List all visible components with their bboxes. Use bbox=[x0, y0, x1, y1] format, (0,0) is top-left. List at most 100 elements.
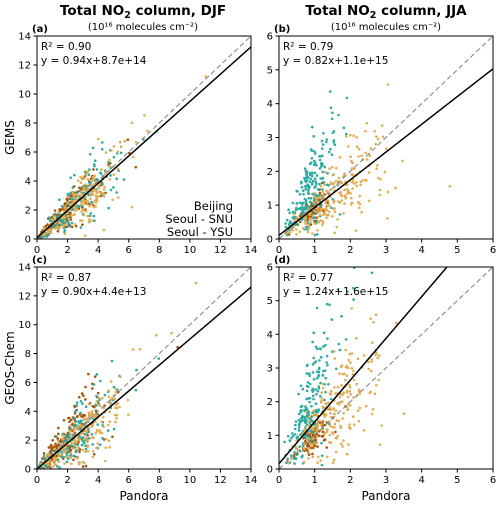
data-point bbox=[118, 140, 122, 144]
data-point bbox=[61, 434, 64, 437]
data-point bbox=[72, 196, 75, 199]
data-point bbox=[348, 390, 352, 393]
data-point bbox=[122, 178, 126, 181]
data-point bbox=[62, 209, 66, 213]
data-point bbox=[298, 422, 301, 426]
data-point bbox=[74, 420, 78, 423]
data-point bbox=[318, 359, 321, 362]
y-tick-label: 0 bbox=[25, 465, 31, 476]
data-point bbox=[320, 463, 324, 467]
data-point bbox=[63, 223, 66, 227]
data-point bbox=[298, 230, 302, 234]
data-point bbox=[314, 438, 318, 442]
data-point bbox=[94, 409, 98, 413]
data-point bbox=[79, 181, 83, 185]
data-point bbox=[73, 223, 77, 226]
data-point bbox=[58, 208, 61, 211]
data-point bbox=[351, 178, 355, 182]
data-point bbox=[81, 465, 85, 468]
data-point bbox=[370, 360, 373, 363]
data-point bbox=[63, 203, 66, 206]
data-point bbox=[327, 184, 331, 187]
y-tick-label: 0 bbox=[267, 465, 273, 476]
fit-line bbox=[279, 267, 448, 465]
data-point bbox=[113, 397, 116, 401]
data-point bbox=[304, 410, 308, 414]
data-point bbox=[352, 378, 356, 382]
data-point bbox=[321, 193, 325, 197]
data-point bbox=[57, 426, 60, 430]
data-point bbox=[309, 148, 313, 151]
data-point bbox=[350, 307, 354, 310]
data-point bbox=[314, 180, 317, 183]
data-point bbox=[321, 220, 325, 223]
data-point bbox=[91, 146, 95, 150]
data-point bbox=[347, 145, 350, 148]
data-point bbox=[347, 358, 351, 362]
data-point bbox=[90, 410, 94, 413]
data-point bbox=[74, 450, 78, 454]
data-point bbox=[321, 374, 325, 377]
data-point bbox=[75, 404, 79, 407]
data-point bbox=[93, 414, 96, 417]
data-point bbox=[335, 437, 339, 440]
data-point bbox=[339, 426, 343, 429]
data-point bbox=[46, 234, 49, 237]
x-tick-label: 8 bbox=[156, 245, 162, 256]
y-tick-label: 2 bbox=[267, 167, 273, 178]
data-point bbox=[79, 175, 82, 179]
data-point bbox=[157, 357, 160, 360]
data-point bbox=[328, 434, 332, 437]
data-point bbox=[386, 190, 390, 194]
data-point bbox=[103, 393, 107, 397]
data-point bbox=[66, 192, 69, 196]
data-point bbox=[87, 428, 90, 431]
data-point bbox=[371, 408, 375, 411]
data-point bbox=[287, 461, 290, 465]
data-point bbox=[108, 420, 112, 423]
data-point bbox=[355, 382, 359, 386]
data-point bbox=[293, 427, 297, 431]
data-point bbox=[356, 357, 360, 361]
data-point bbox=[107, 395, 111, 399]
data-point bbox=[92, 193, 95, 197]
data-point bbox=[323, 183, 326, 186]
data-point bbox=[378, 443, 382, 447]
data-point bbox=[55, 435, 58, 438]
data-point bbox=[176, 345, 179, 349]
data-point bbox=[332, 139, 336, 142]
data-point bbox=[315, 410, 318, 414]
data-point bbox=[318, 182, 321, 186]
data-point bbox=[63, 232, 67, 236]
y-tick-label: 6 bbox=[267, 263, 273, 274]
data-point bbox=[323, 415, 326, 418]
data-point bbox=[76, 179, 80, 183]
data-point bbox=[84, 447, 88, 451]
data-point bbox=[355, 145, 359, 148]
data-point bbox=[376, 176, 380, 180]
data-point bbox=[305, 389, 309, 393]
data-point bbox=[73, 193, 77, 197]
data-point bbox=[311, 340, 314, 344]
data-point bbox=[345, 389, 349, 393]
data-point bbox=[339, 181, 342, 184]
data-point bbox=[115, 414, 119, 417]
data-point bbox=[95, 168, 99, 171]
data-point bbox=[317, 366, 321, 370]
r-squared: R² = 0.79 bbox=[283, 41, 333, 53]
data-point bbox=[316, 461, 319, 465]
data-point bbox=[334, 409, 338, 413]
data-point bbox=[313, 195, 316, 198]
data-point bbox=[332, 350, 336, 353]
data-point bbox=[146, 129, 149, 133]
data-point bbox=[86, 214, 89, 218]
panel-label: (d) bbox=[274, 255, 290, 266]
data-point bbox=[341, 445, 345, 448]
data-point bbox=[306, 191, 310, 195]
series-seoul-snu bbox=[38, 357, 160, 469]
data-point bbox=[75, 441, 78, 444]
data-point bbox=[349, 192, 352, 195]
data-point bbox=[310, 174, 314, 178]
data-point bbox=[70, 214, 73, 217]
data-point bbox=[60, 449, 64, 452]
